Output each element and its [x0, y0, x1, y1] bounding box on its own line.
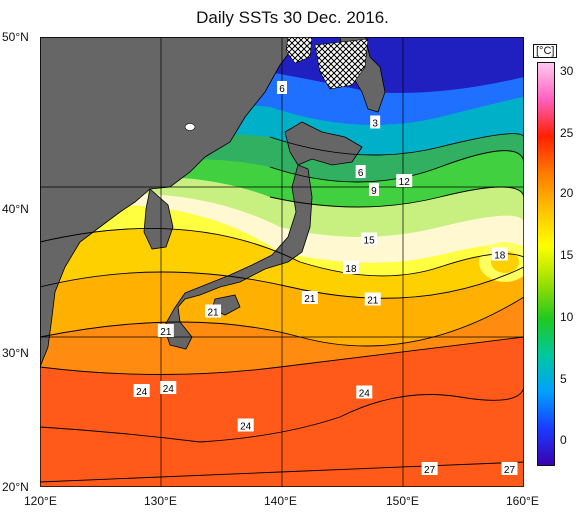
contour-label: 21	[364, 292, 381, 307]
svg-text:24: 24	[359, 389, 371, 400]
y-tick-20n: 20°N	[2, 480, 29, 494]
x-tick-120e: 120°E	[24, 494, 57, 508]
colorbar	[537, 62, 555, 466]
svg-text:15: 15	[364, 236, 376, 247]
svg-text:12: 12	[399, 177, 411, 188]
sea-ice-north	[285, 37, 313, 64]
contour-label: 24	[356, 385, 373, 400]
contour-label: 9	[368, 183, 379, 197]
sst-map: 6 3 6 9 12 15 18 18 21 21 21 21 24 24 24 24 27 27	[40, 37, 524, 487]
colorbar-unit: [°C]	[533, 44, 558, 58]
contour-label: 24	[133, 384, 150, 398]
svg-text:18: 18	[494, 251, 506, 262]
x-tick-140e: 140°E	[264, 494, 297, 508]
x-tick-150e: 150°E	[386, 494, 419, 508]
x-tick-160e: 160°E	[506, 494, 539, 508]
contour-label: 18	[491, 247, 508, 262]
svg-text:21: 21	[304, 294, 316, 305]
y-tick-30n: 30°N	[2, 346, 29, 360]
svg-text:24: 24	[136, 387, 148, 398]
contour-label: 3	[370, 115, 381, 130]
contour-label: 6	[277, 81, 287, 95]
contour-label: 21	[301, 291, 318, 305]
land-hokkaido	[284, 121, 363, 166]
svg-text:24: 24	[163, 384, 175, 395]
svg-text:6: 6	[279, 84, 285, 95]
graticule	[40, 37, 524, 487]
colorbar-tick-5: 5	[560, 372, 567, 386]
colorbar-tick-15: 15	[560, 248, 574, 262]
sst-band-0	[240, 37, 524, 93]
contour-label: 24	[160, 381, 177, 395]
svg-text:21: 21	[367, 296, 379, 307]
svg-text:24: 24	[240, 422, 252, 433]
y-tick-40n: 40°N	[2, 202, 29, 216]
svg-text:6: 6	[358, 168, 364, 179]
colorbar-tick-20: 20	[560, 186, 574, 200]
contour-label: 12	[396, 174, 413, 188]
colorbar-tick-25: 25	[560, 126, 574, 140]
colorbar-tick-0: 0	[560, 433, 567, 447]
svg-text:9: 9	[371, 186, 377, 197]
lake	[184, 123, 196, 131]
contour-label: 21	[157, 324, 174, 338]
contour-label: 18	[342, 261, 359, 275]
map-title: Daily SSTs 30 Dec. 2016.	[196, 8, 389, 27]
colorbar-tick-30: 30	[560, 64, 574, 78]
svg-text:21: 21	[160, 327, 172, 338]
svg-text:3: 3	[372, 119, 378, 130]
land-korea	[143, 188, 174, 250]
contour-label: 27	[501, 462, 518, 476]
contour-label: 27	[421, 462, 438, 476]
contour-label: 21	[205, 304, 222, 319]
x-tick-130e: 130°E	[144, 494, 177, 508]
contour-label: 15	[361, 232, 378, 247]
sea-ice-okhotsk	[314, 38, 369, 90]
y-tick-50n: 50°N	[2, 30, 29, 44]
svg-text:21: 21	[207, 308, 219, 319]
svg-text:18: 18	[345, 264, 357, 275]
svg-text:27: 27	[424, 465, 436, 476]
contour-label: 24	[237, 418, 254, 433]
contour-label: 6	[355, 165, 366, 179]
svg-text:27: 27	[504, 465, 516, 476]
colorbar-tick-10: 10	[560, 310, 574, 324]
